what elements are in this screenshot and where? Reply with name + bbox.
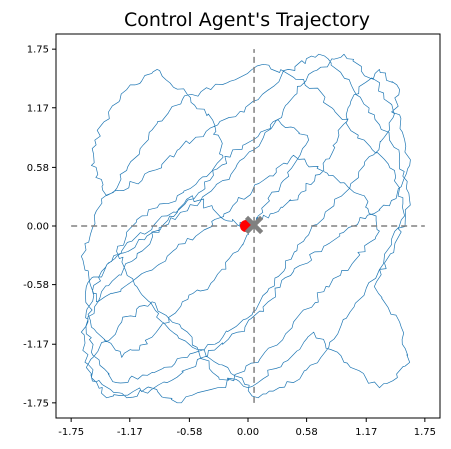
x-tick-label: 1.17 [355,427,377,438]
x-tick-label: 1.75 [414,427,436,438]
end-marker-stroke-2 [244,215,264,235]
x-tick-label: 0.00 [237,427,259,438]
y-tick-label: 0.00 [27,222,49,233]
end-marker [244,215,264,235]
x-tick-label: 0.58 [295,427,317,438]
trajectory-line [80,53,411,404]
y-tick-label: 1.17 [27,103,49,114]
x-tick-label: -0.58 [176,427,202,438]
x-axis: -1.75 -1.17 -0.58 0.00 0.58 1.17 1.75 [58,418,436,438]
y-tick-label: -1.75 [23,398,49,409]
chart-title: Control Agent's Trajectory [124,9,370,31]
x-tick-label: -1.75 [58,427,84,438]
plot-area [55,33,441,419]
y-tick-label: -1.17 [23,340,49,351]
y-tick-label: 0.58 [27,163,49,174]
y-axis: 1.75 1.17 0.58 0.00 -0.58 -1.17 -1.75 [23,45,56,409]
y-tick-label: -0.58 [23,280,49,291]
x-tick-label: -1.17 [117,427,143,438]
y-tick-label: 1.75 [27,45,49,56]
